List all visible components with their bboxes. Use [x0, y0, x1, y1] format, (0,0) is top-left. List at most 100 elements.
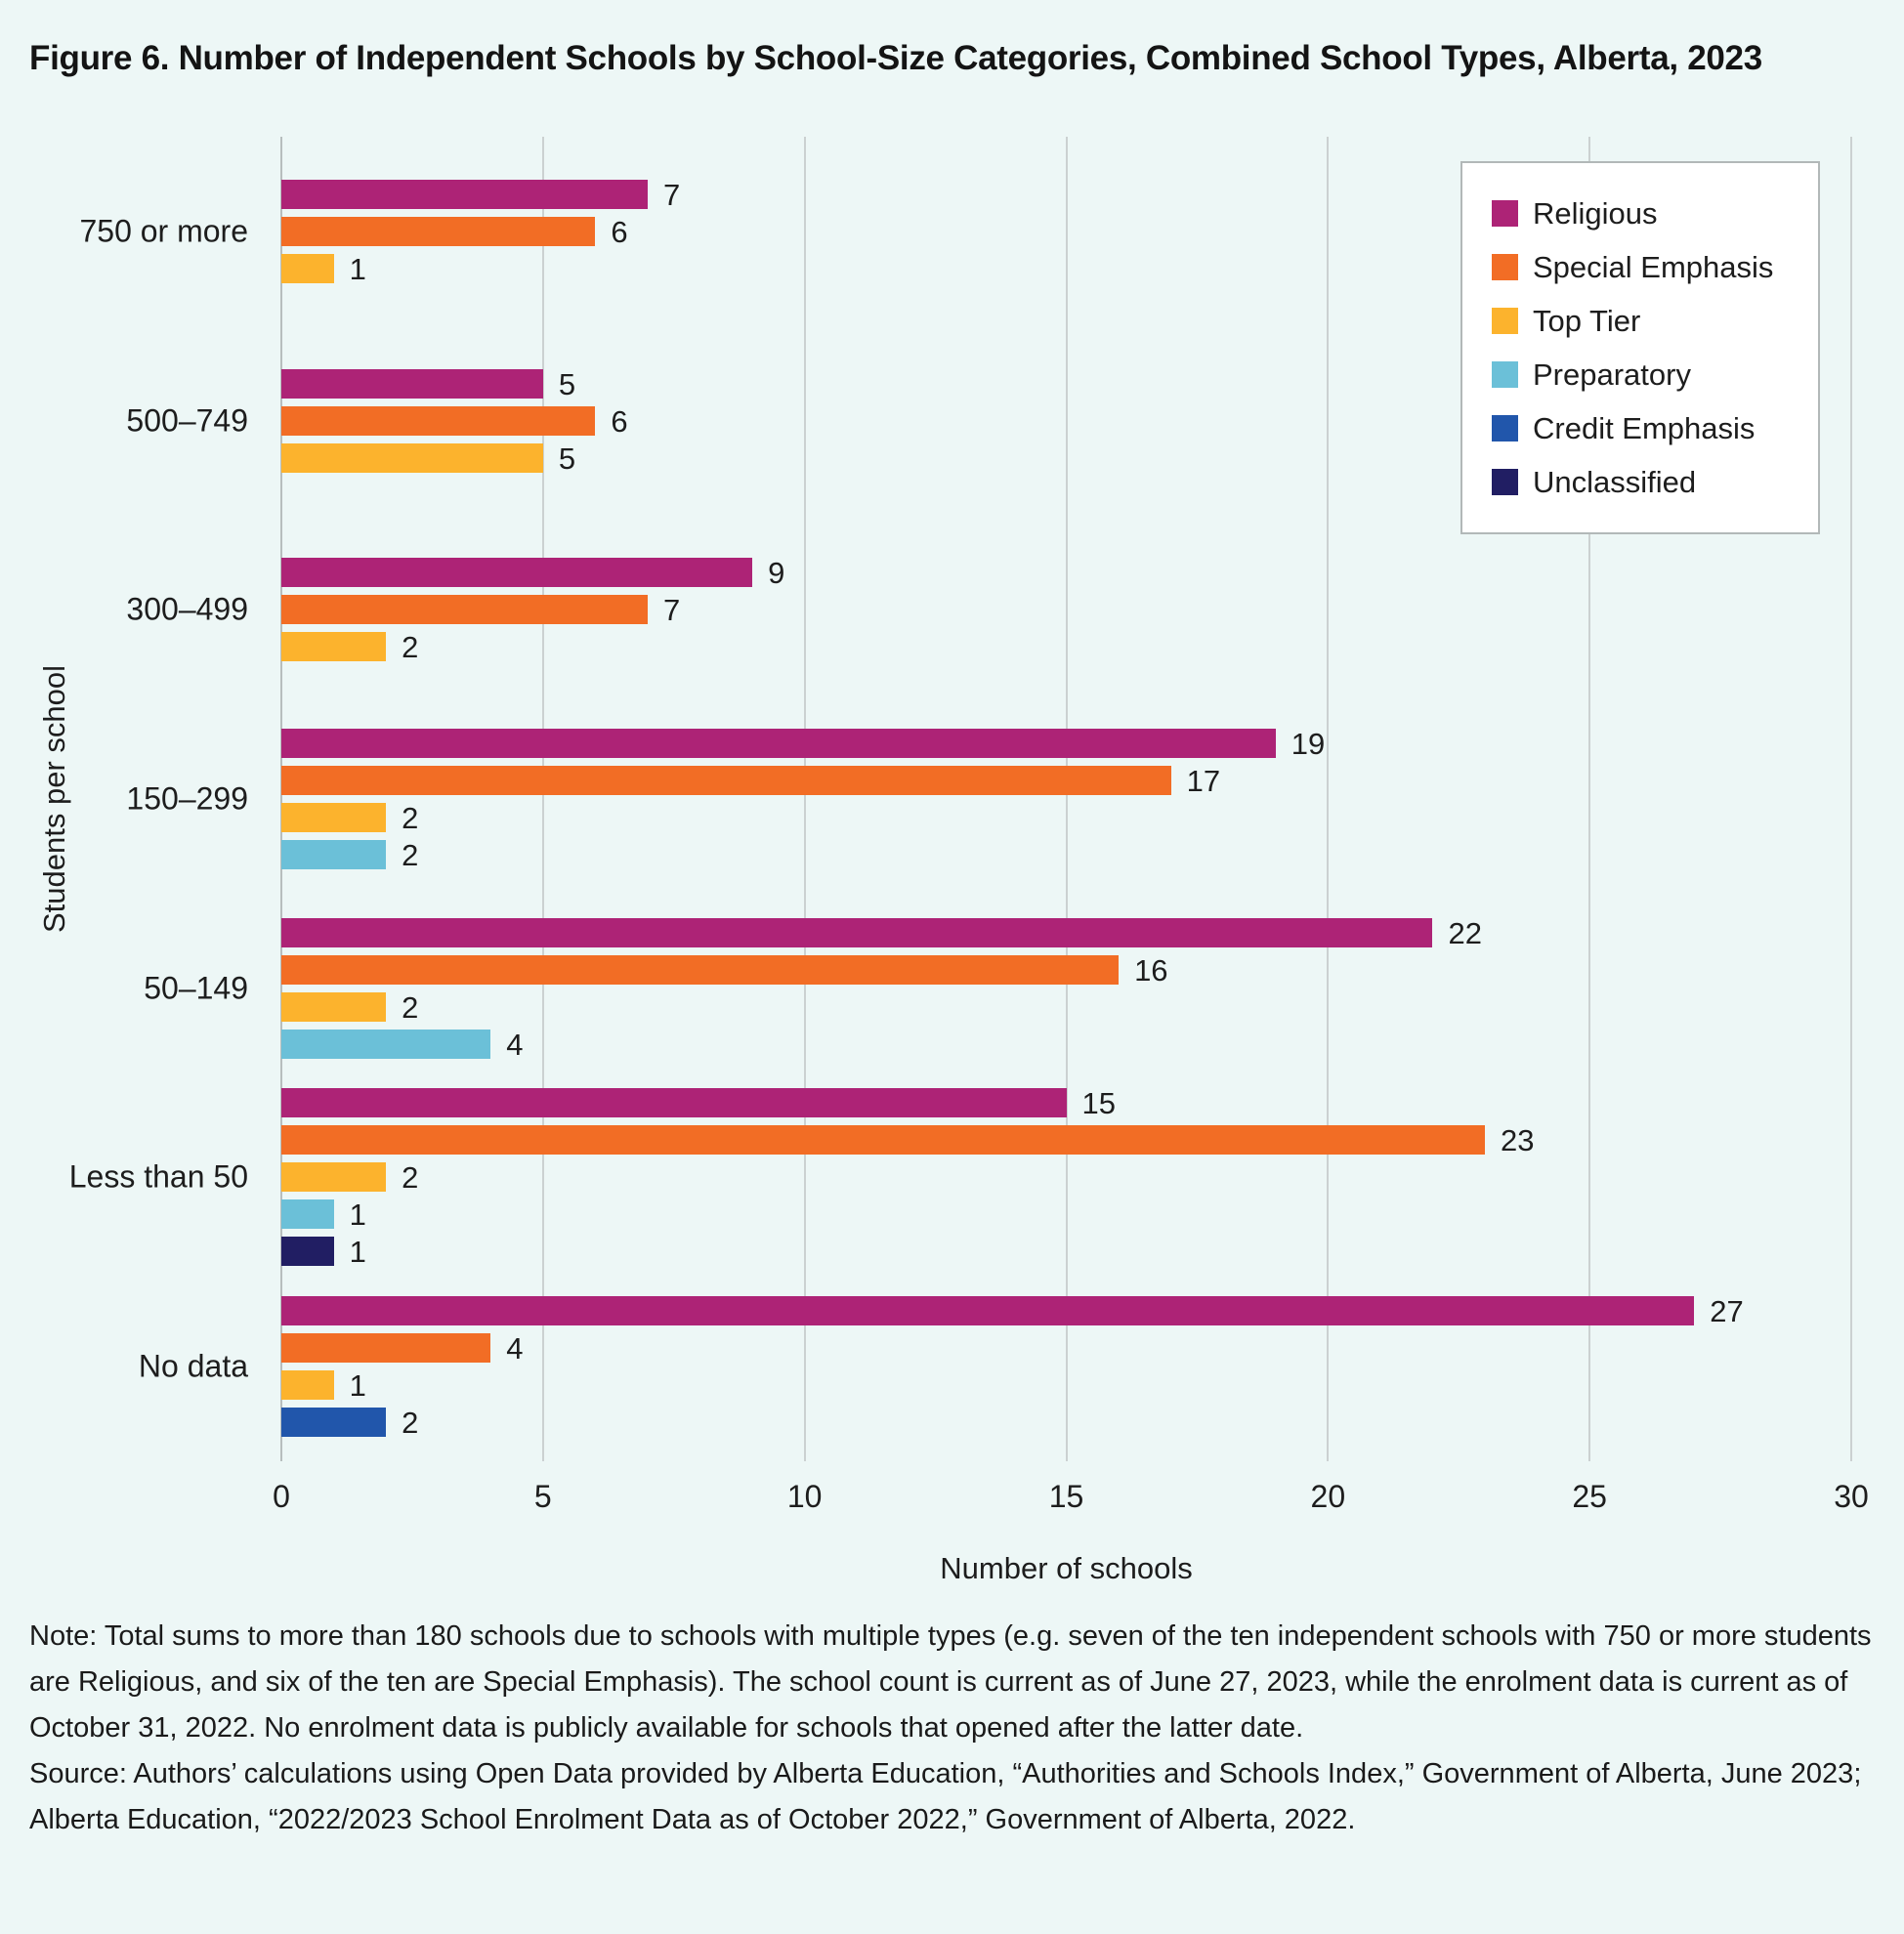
- bar-value-less-than-50-unclassified: 1: [349, 1235, 366, 1270]
- legend-label-preparatory: Preparatory: [1533, 357, 1691, 392]
- x-tick-label-25: 25: [1572, 1479, 1607, 1514]
- x-tick-label-5: 5: [533, 1479, 552, 1514]
- x-axis-label: Number of schools: [940, 1551, 1193, 1585]
- legend-item-unclassified: Unclassified: [1492, 455, 1808, 509]
- legend-swatch-credit-emphasis: [1492, 415, 1518, 441]
- note-text: Note: Total sums to more than 180 school…: [29, 1620, 1872, 1744]
- bar-value-no-data-special-emphasis: 4: [506, 1331, 524, 1366]
- bar-value-no-data-top-tier: 1: [349, 1368, 366, 1404]
- bar-value-50-149-special-emphasis: 16: [1134, 952, 1168, 988]
- x-tick-label-15: 15: [1048, 1479, 1084, 1514]
- bar-value-less-than-50-special-emphasis: 23: [1501, 1123, 1535, 1158]
- bar-no-data-special-emphasis: [281, 1333, 491, 1364]
- bar-500-749-top-tier: [281, 442, 543, 473]
- bar-500-749-special-emphasis: [281, 405, 596, 436]
- bar-150-299-religious: [281, 729, 1276, 758]
- category-label-no-data: No data: [138, 1348, 248, 1384]
- bar-150-299-preparatory: [281, 840, 387, 869]
- bar-value-150-299-top-tier: 2: [402, 801, 419, 835]
- legend-label-credit-emphasis: Credit Emphasis: [1533, 410, 1756, 445]
- gridline-5: [541, 137, 544, 1461]
- bar-150-299-top-tier: [281, 803, 387, 832]
- bar-no-data-credit-emphasis: [281, 1408, 387, 1438]
- bar-value-less-than-50-religious: 15: [1081, 1086, 1116, 1121]
- bar-value-300-499-top-tier: 2: [402, 630, 419, 665]
- bar-50-149-special-emphasis: [281, 954, 1120, 985]
- legend-label-unclassified: Unclassified: [1533, 464, 1697, 499]
- legend-item-credit-emphasis: Credit Emphasis: [1492, 401, 1808, 455]
- gridline-25: [1588, 137, 1591, 1461]
- bar-less-than-50-preparatory: [281, 1199, 334, 1230]
- bar-value-less-than-50-preparatory: 1: [349, 1198, 366, 1233]
- bar-value-750-or-more-religious: 7: [662, 177, 681, 212]
- legend-swatch-preparatory: [1492, 361, 1518, 388]
- x-tick-label-30: 30: [1834, 1479, 1869, 1514]
- bar-value-150-299-special-emphasis: 17: [1186, 764, 1221, 798]
- legend-label-religious: Religious: [1533, 195, 1658, 231]
- bar-50-149-religious: [281, 917, 1433, 947]
- category-label-750-or-more: 750 or more: [79, 213, 248, 249]
- bar-value-750-or-more-special-emphasis: 6: [611, 214, 628, 249]
- bar-value-500-749-top-tier: 5: [558, 441, 576, 476]
- bar-less-than-50-religious: [281, 1088, 1067, 1118]
- legend-swatch-top-tier: [1492, 308, 1518, 334]
- bar-value-300-499-religious: 9: [768, 556, 785, 591]
- bar-150-299-special-emphasis: [281, 766, 1171, 795]
- bar-300-499-religious: [281, 558, 753, 588]
- legend-swatch-special-emphasis: [1492, 254, 1518, 280]
- y-axis-line: [280, 137, 282, 1461]
- bar-less-than-50-special-emphasis: [281, 1125, 1486, 1156]
- x-tick-label-10: 10: [786, 1479, 823, 1514]
- bar-300-499-top-tier: [281, 632, 387, 662]
- bar-value-500-749-special-emphasis: 6: [611, 403, 628, 439]
- bar-no-data-top-tier: [281, 1370, 334, 1401]
- legend-item-top-tier: Top Tier: [1492, 294, 1808, 348]
- bar-750-or-more-special-emphasis: [281, 216, 596, 246]
- category-label-500-749: 500–749: [126, 402, 248, 439]
- legend-label-top-tier: Top Tier: [1533, 303, 1641, 338]
- bar-less-than-50-unclassified: [281, 1237, 334, 1267]
- gridline-20: [1327, 137, 1330, 1461]
- bar-value-300-499-special-emphasis: 7: [662, 593, 681, 628]
- gridline-30: [1850, 137, 1852, 1461]
- x-tick-label-20: 20: [1310, 1479, 1346, 1514]
- bar-value-150-299-religious: 19: [1290, 727, 1326, 761]
- footnotes: Note: Total sums to more than 180 school…: [29, 1614, 1878, 1843]
- legend-item-special-emphasis: Special Emphasis: [1492, 240, 1808, 294]
- figure-title: Figure 6. Number of Independent Schools …: [29, 39, 1762, 77]
- category-label-300-499: 300–499: [126, 591, 248, 627]
- bar-value-50-149-preparatory: 4: [506, 1027, 524, 1062]
- bar-less-than-50-top-tier: [281, 1162, 387, 1193]
- category-label-150-299: 150–299: [126, 780, 248, 817]
- bar-value-no-data-religious: 27: [1710, 1294, 1744, 1329]
- source-text: Source: Authors’ calculations using Open…: [29, 1758, 1862, 1835]
- bar-no-data-religious: [281, 1296, 1695, 1326]
- bar-value-500-749-religious: 5: [558, 366, 576, 401]
- bar-value-150-299-preparatory: 2: [402, 838, 419, 872]
- bar-value-50-149-top-tier: 2: [402, 989, 419, 1025]
- gridline-10: [803, 137, 806, 1461]
- legend: Religious Special Emphasis Top Tier Prepara…: [1460, 161, 1820, 534]
- legend-item-religious: Religious: [1492, 187, 1808, 240]
- bar-value-750-or-more-top-tier: 1: [349, 251, 366, 286]
- bar-750-or-more-top-tier: [281, 253, 334, 283]
- plot-area: 7 6 1 5 6 5 9 7 2 19 17 2 2 22 16 2 4 15 23 2 1 1 27 4 1 2: [280, 137, 1852, 1461]
- bar-50-149-top-tier: [281, 991, 387, 1022]
- bar-value-50-149-religious: 22: [1448, 915, 1482, 950]
- x-tick-label-0: 0: [273, 1479, 290, 1514]
- chart: Students per school 7 6 1 5 6 5 9 7 2 19 17 2 2 22 16 2…: [37, 137, 1869, 1585]
- legend-item-preparatory: Preparatory: [1492, 348, 1808, 401]
- legend-swatch-unclassified: [1492, 469, 1518, 495]
- bar-500-749-religious: [281, 368, 543, 399]
- bar-value-less-than-50-top-tier: 2: [402, 1160, 419, 1196]
- legend-swatch-religious: [1492, 200, 1518, 227]
- bar-300-499-special-emphasis: [281, 595, 648, 625]
- category-label-less-than-50: Less than 50: [68, 1158, 248, 1195]
- bar-50-149-preparatory: [281, 1029, 491, 1059]
- bar-750-or-more-religious: [281, 179, 648, 209]
- category-label-50-149: 50–149: [144, 970, 248, 1006]
- legend-label-special-emphasis: Special Emphasis: [1533, 249, 1774, 284]
- bar-value-no-data-credit-emphasis: 2: [402, 1406, 419, 1441]
- gridline-15: [1065, 137, 1068, 1461]
